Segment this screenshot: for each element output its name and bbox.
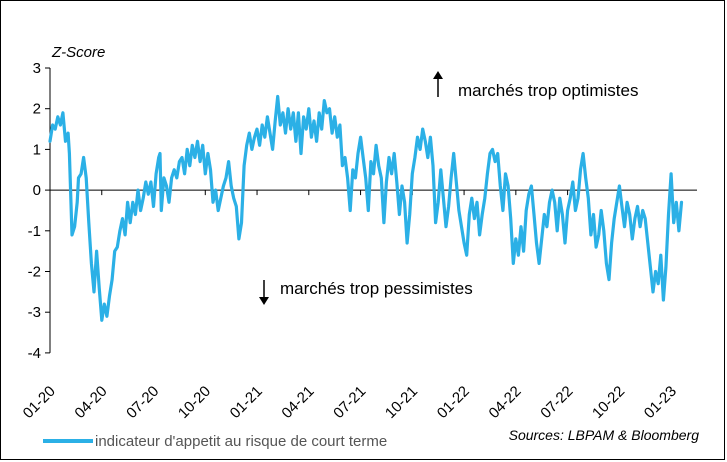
up-arrow-head-icon: [433, 71, 443, 79]
y-tick-label: 3: [33, 60, 41, 77]
x-tick-label: 01-21: [227, 383, 266, 422]
annotation-upper: marchés trop optimistes: [458, 81, 638, 100]
y-tick-label: 2: [33, 101, 41, 118]
series-group: [48, 94, 684, 322]
series-line: [48, 94, 684, 322]
y-tick-label: 0: [33, 182, 41, 199]
pessimistic-annotation: marchés trop pessimistes: [259, 279, 473, 305]
y-tick-label: -2: [28, 264, 41, 281]
x-tick-label: 04-22: [486, 383, 525, 422]
source-note: Sources: LBPAM & Bloomberg: [509, 427, 700, 443]
x-tick-label: 07-21: [330, 383, 369, 422]
x-tick-label: 01-20: [20, 383, 59, 422]
x-tick-label: 07-20: [123, 383, 162, 422]
legend: indicateur d'appetit au risque de court …: [43, 433, 387, 450]
y-tick-label: -1: [28, 223, 41, 240]
y-tick-label: -3: [28, 304, 41, 321]
y-tick-label: -4: [28, 345, 41, 362]
annotation-lower: marchés trop pessimistes: [280, 279, 473, 298]
x-tick-label: 04-21: [278, 383, 317, 422]
x-tick-label: 01-23: [641, 383, 680, 422]
x-tick-label: 10-20: [175, 383, 214, 422]
y-tick-label: 1: [33, 141, 41, 158]
x-tick-label: 01-22: [434, 383, 473, 422]
optimistic-annotation: marchés trop optimistes: [433, 71, 638, 100]
x-tick-label: 10-22: [589, 383, 628, 422]
x-tick-label: 10-21: [382, 383, 421, 422]
x-tick-label: 04-20: [71, 383, 110, 422]
y-axis-label: Z-Score: [51, 44, 105, 61]
legend-label: indicateur d'appetit au risque de court …: [95, 433, 387, 450]
y-axis: 3 2 1 0 -1 -2 -3 -4: [28, 60, 51, 362]
down-arrow-head-icon: [259, 297, 269, 305]
x-tick-label: 07-22: [537, 383, 576, 422]
